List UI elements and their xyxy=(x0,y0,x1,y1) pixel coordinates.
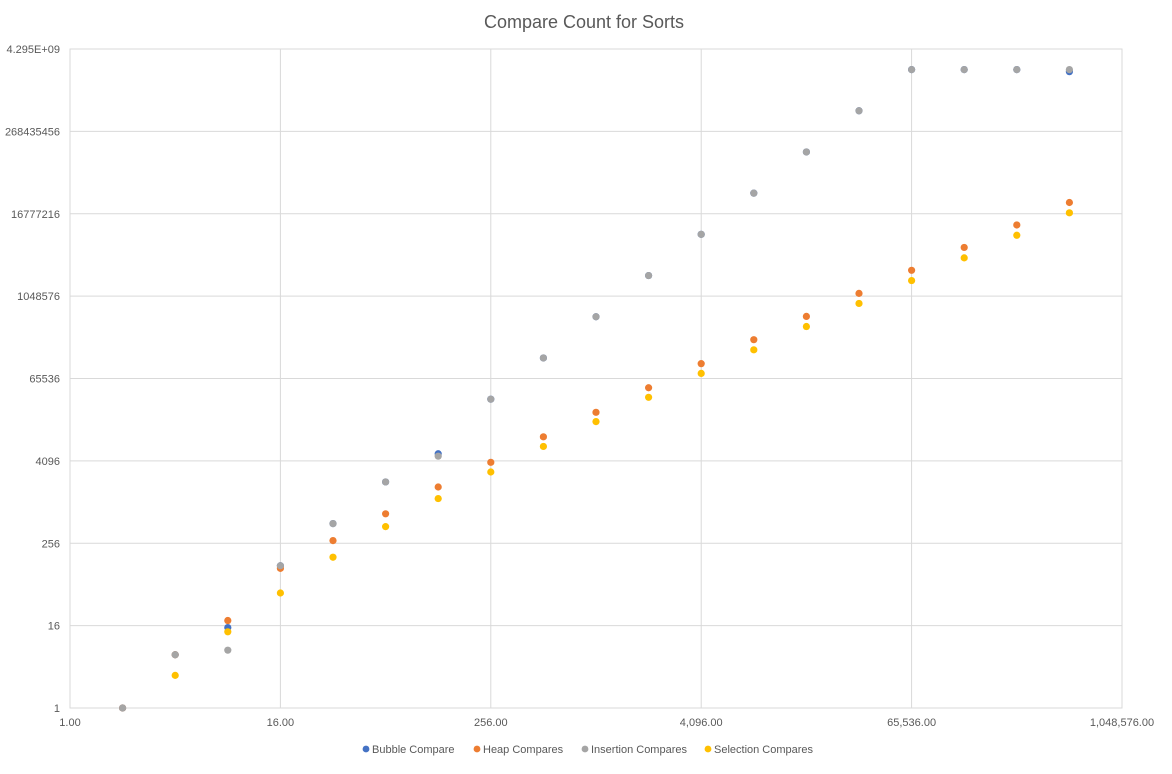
data-point xyxy=(382,523,390,531)
data-point xyxy=(329,536,337,545)
data-point xyxy=(382,478,390,486)
legend-item: Selection Compares xyxy=(704,744,814,756)
x-tick-label: 65,536.00 xyxy=(887,717,936,729)
data-point xyxy=(1065,65,1073,74)
data-point xyxy=(750,189,758,197)
y-tick-label: 1048576 xyxy=(17,291,60,303)
data-point xyxy=(645,393,653,401)
y-tick-label: 1 xyxy=(54,703,60,715)
gridlines xyxy=(69,48,1123,709)
data-point xyxy=(329,519,337,528)
data-point xyxy=(697,360,705,368)
data-point xyxy=(592,418,600,426)
legend-marker xyxy=(473,745,481,753)
x-axis-tick-labels: 1.00 16.00 256.00 4,096.00 65,536.00 1,048,57… xyxy=(59,717,1154,729)
data-point xyxy=(382,510,390,518)
data-point xyxy=(802,148,811,156)
data-point xyxy=(802,312,811,320)
y-tick-label: 16 xyxy=(48,621,60,633)
data-point xyxy=(539,354,548,362)
data-point xyxy=(487,458,495,466)
data-point xyxy=(276,562,284,570)
data-point xyxy=(1065,198,1073,207)
legend-label: Bubble Compare xyxy=(372,744,455,756)
data-point xyxy=(802,322,811,331)
legend-marker xyxy=(362,745,370,753)
data-point xyxy=(1013,221,1021,229)
series-selection-compares xyxy=(171,209,1073,679)
data-point xyxy=(645,271,653,280)
legend-label: Insertion Compares xyxy=(591,744,687,756)
data-point xyxy=(329,553,337,561)
x-tick-label: 4,096.00 xyxy=(680,717,723,729)
legend-marker xyxy=(581,745,589,753)
y-axis-tick-labels: 1 16 256 4096 65536 1048576 16777216 268435456 4… xyxy=(5,44,60,715)
data-point xyxy=(487,468,495,476)
data-point xyxy=(171,671,179,679)
legend-item: Insertion Compares xyxy=(581,744,687,756)
data-point xyxy=(1065,209,1073,217)
data-point xyxy=(539,442,548,451)
data-point xyxy=(434,494,442,503)
data-point xyxy=(908,276,916,285)
data-point xyxy=(1013,65,1021,74)
data-point xyxy=(908,65,916,74)
y-tick-label: 4.295E+09 xyxy=(6,44,60,56)
data-point xyxy=(697,230,705,238)
data-point xyxy=(855,289,863,297)
data-point xyxy=(908,266,916,274)
data-point xyxy=(750,346,758,354)
legend-item: Heap Compares xyxy=(473,744,564,756)
data-point xyxy=(592,313,600,321)
data-point xyxy=(224,646,232,654)
legend: Bubble Compare Heap Compares Insertion Com… xyxy=(362,744,814,756)
y-tick-label: 256 xyxy=(42,538,60,550)
data-point xyxy=(1013,231,1021,239)
data-point xyxy=(171,651,179,659)
data-point xyxy=(697,369,705,377)
series-bubble-compare xyxy=(119,65,1073,712)
legend-marker xyxy=(704,745,712,753)
x-tick-label: 256.00 xyxy=(474,717,508,729)
data-point xyxy=(539,433,548,441)
y-tick-label: 16777216 xyxy=(11,209,60,221)
data-point xyxy=(960,243,968,252)
data-point xyxy=(224,616,232,625)
data-point xyxy=(487,395,495,403)
legend-label: Heap Compares xyxy=(483,744,564,756)
data-point xyxy=(592,408,600,416)
series-heap-compares xyxy=(119,198,1073,712)
data-point xyxy=(434,483,442,491)
legend-label: Selection Compares xyxy=(714,744,814,756)
y-tick-label: 4096 xyxy=(36,456,60,468)
y-tick-label: 268435456 xyxy=(5,126,60,138)
x-tick-label: 1,048,576.00 xyxy=(1090,717,1154,729)
series-insertion-compares xyxy=(119,65,1073,712)
chart-title: Compare Count for Sorts xyxy=(484,12,684,32)
data-point xyxy=(855,299,863,308)
legend-item: Bubble Compare xyxy=(362,744,455,756)
data-point xyxy=(119,704,127,712)
x-tick-label: 16.00 xyxy=(267,717,295,729)
plot-area xyxy=(69,48,1123,709)
data-point xyxy=(960,65,968,74)
data-points xyxy=(119,65,1073,712)
x-tick-label: 1.00 xyxy=(59,717,80,729)
data-point xyxy=(855,107,863,115)
data-point xyxy=(224,628,232,636)
data-point xyxy=(750,336,758,344)
data-point xyxy=(434,452,442,460)
data-point xyxy=(276,589,284,597)
y-tick-label: 65536 xyxy=(29,374,60,386)
data-point xyxy=(645,384,653,392)
data-point xyxy=(960,254,968,262)
